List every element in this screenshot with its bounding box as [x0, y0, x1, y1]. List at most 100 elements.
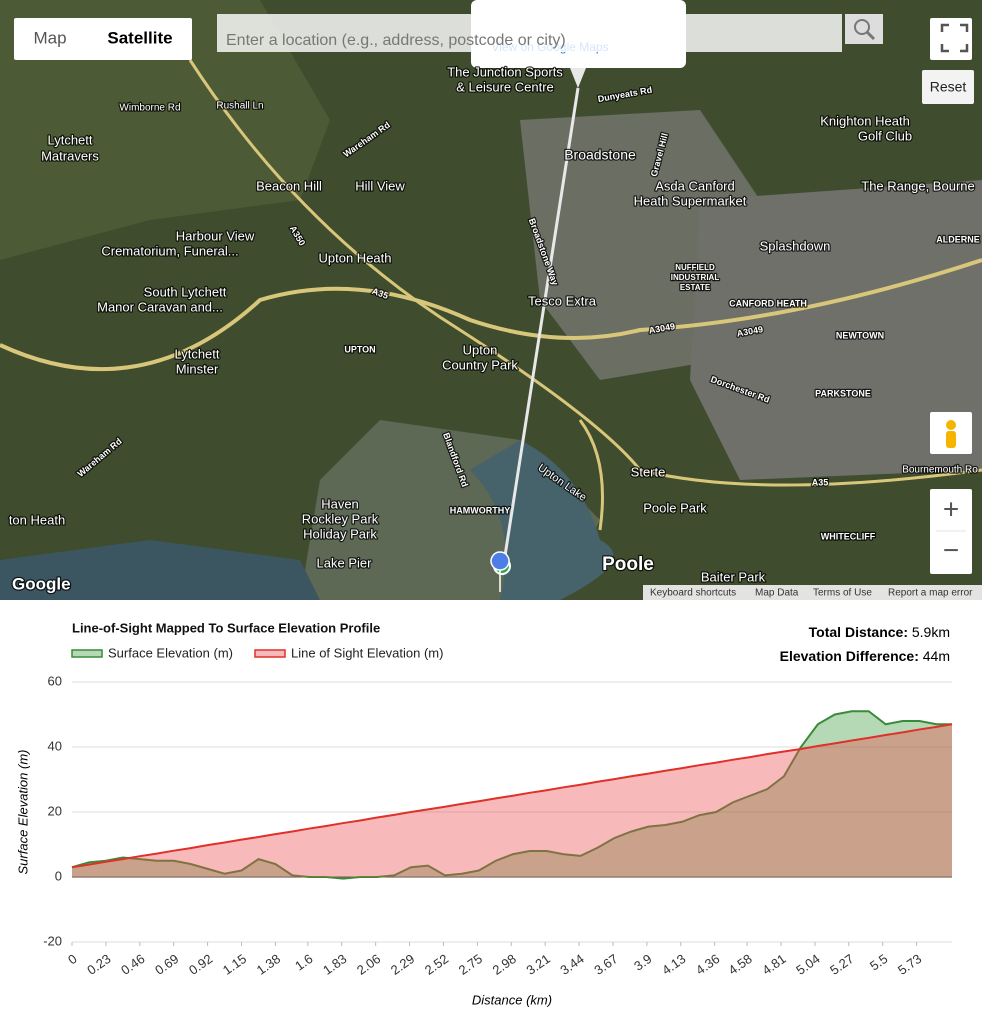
map-label: Rushall Ln	[216, 101, 263, 112]
map-label: Manor Caravan and...	[97, 299, 223, 314]
map-label: Tesco Extra	[528, 293, 597, 308]
map-label: UPTON	[344, 344, 375, 354]
map-label: Upton Heath	[319, 250, 392, 265]
map-type-control	[14, 18, 192, 60]
stat-value: 44m	[923, 648, 950, 664]
map-label: NEWTOWN	[836, 330, 884, 340]
map-label: & Leisure Centre	[456, 79, 554, 94]
map-label: Asda Canford	[655, 178, 735, 193]
stat-label: Total Distance:	[809, 624, 908, 640]
search-box[interactable]	[217, 14, 842, 52]
map-label: CANFORD HEATH	[729, 298, 807, 308]
map-label: ton Heath	[9, 512, 65, 527]
map-label: Harbour View	[176, 228, 255, 243]
map-label: WHITECLIFF	[821, 531, 876, 541]
line-of-sight	[500, 87, 580, 576]
x-tick-label: 5.04	[793, 951, 822, 978]
x-tick-label: 2.06	[354, 951, 383, 978]
terrain	[0, 0, 330, 260]
map-label: HAMWORTHY	[450, 505, 511, 515]
x-tick-label: 4.13	[659, 951, 688, 978]
map-label: A3049	[736, 324, 764, 338]
map-label: Poole	[602, 554, 654, 575]
stat-label: Elevation Difference:	[780, 648, 919, 664]
search-icon	[854, 19, 870, 35]
search-button[interactable]	[845, 14, 883, 44]
legend-label: Line of Sight Elevation (m)	[291, 645, 443, 660]
line	[71, 710, 952, 880]
pegman	[946, 420, 956, 430]
map-label: PARKSTONE	[815, 388, 871, 398]
footer-link[interactable]: Report a map error	[888, 588, 973, 599]
map-label: ESTATE	[680, 283, 711, 292]
elevation-chart: Line-of-Sight Mapped To Surface Elevatio…	[15, 620, 953, 1007]
footer-link[interactable]: Map Data	[755, 588, 799, 599]
y-tick-label: 40	[48, 738, 62, 753]
x-tick-label: 3.44	[557, 951, 586, 978]
map-footer	[643, 585, 982, 600]
x-tick-label: 3.21	[524, 951, 553, 978]
x-tick-label: 0.92	[186, 951, 215, 978]
x-tick-label: 0.23	[84, 951, 113, 978]
x-tick-label: 2.52	[422, 951, 451, 978]
zoom-in[interactable]: +	[943, 493, 959, 524]
search-icon	[865, 30, 876, 41]
satellite-button[interactable]: Satellite	[107, 28, 172, 47]
map-label: Poole Park	[643, 500, 707, 515]
y-tick-label: 60	[48, 673, 62, 688]
map-label: Heath Supermarket	[634, 193, 747, 208]
x-tick-label: 2.98	[490, 951, 519, 978]
x-tick-label: 3.67	[591, 951, 620, 978]
road	[578, 419, 604, 531]
reset-button[interactable]	[922, 70, 974, 104]
map-label: Sterte	[631, 464, 666, 479]
line	[71, 723, 953, 869]
fullscreen-button[interactable]	[930, 18, 972, 60]
x-tick-label: 0.69	[152, 951, 181, 978]
x-tick-label: 5.5	[867, 951, 890, 974]
map-label: Beacon Hill	[256, 178, 322, 193]
map-label: Matravers	[41, 148, 99, 163]
stat: Total Distance: 5.9km	[809, 624, 950, 640]
map-label: INDUSTRIAL	[671, 273, 720, 282]
x-tick-label: 1.83	[320, 951, 349, 978]
y-tick-label: 20	[48, 803, 62, 818]
urban-area	[690, 180, 982, 480]
map-label: Lake Pier	[317, 555, 373, 570]
map-label: Holiday Park	[303, 526, 377, 541]
map-label: NUFFIELD	[675, 263, 715, 272]
x-tick-label: 4.36	[693, 951, 722, 978]
map-label: Lytchett	[174, 346, 219, 361]
map-label: Baiter Park	[701, 569, 766, 584]
location-pin[interactable]	[490, 551, 510, 593]
x-tick-label: 4.81	[759, 951, 788, 978]
x-tick-label: 0	[65, 951, 80, 967]
zoom-out[interactable]: −	[943, 534, 959, 565]
x-tick-label: 5.27	[827, 951, 856, 978]
footer-link[interactable]: Terms of Use	[813, 588, 872, 599]
map-button[interactable]: Map	[33, 28, 66, 47]
map-label: The Junction Sports	[447, 64, 563, 79]
x-tick-label: 2.75	[456, 951, 485, 978]
map-label: The Range, Bourne	[861, 178, 974, 193]
fullscreen-icon	[940, 23, 969, 53]
map-label: Hill View	[355, 178, 405, 193]
map-label: Golf Club	[858, 128, 912, 143]
stat-value: 5.9km	[912, 624, 950, 640]
search-placeholder: Enter a location (e.g., address, postcod…	[226, 32, 566, 49]
road	[0, 258, 982, 372]
google-logo: Google	[12, 574, 71, 593]
map-label: Splashdown	[760, 238, 831, 253]
footer-link[interactable]: Keyboard shortcuts	[650, 588, 736, 599]
map-label: Broadstone	[564, 147, 636, 163]
y-tick-label: -20	[43, 933, 62, 948]
map-label: Knighton Heath	[820, 113, 910, 128]
map-label: Country Park	[442, 357, 518, 372]
x-axis-title: Distance (km)	[472, 992, 552, 1007]
map-label: Rockley Park	[302, 511, 379, 526]
end-marker	[570, 68, 586, 88]
area	[72, 711, 952, 879]
